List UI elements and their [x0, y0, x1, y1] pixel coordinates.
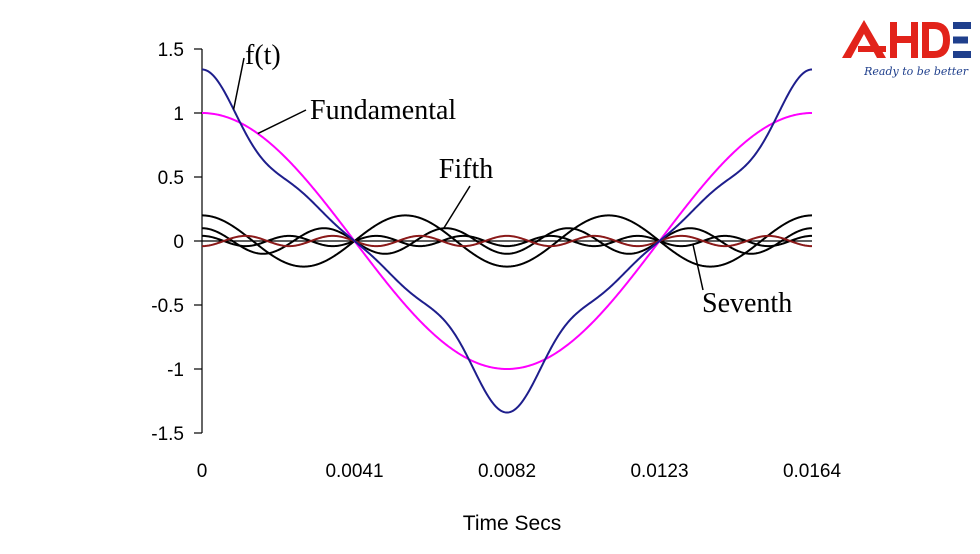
logo-d-shape	[922, 22, 950, 58]
annotation-leader	[692, 244, 704, 291]
annotation-leader	[443, 185, 471, 229]
y-tick-label: -0.5	[151, 296, 184, 317]
fundamental-line	[201, 112, 813, 371]
annotation-label: f(t)	[245, 40, 281, 71]
logo-e-stripe	[953, 22, 971, 29]
logo-a-bar	[858, 46, 886, 52]
y-tick-label: 1	[173, 104, 184, 125]
annotation-label: Fundamental	[310, 95, 456, 126]
annotation-label: Seventh	[702, 288, 792, 319]
y-tick-label: 0.5	[158, 168, 184, 189]
x-tick-label: 0.0082	[478, 461, 536, 482]
annotation-leader	[232, 57, 245, 110]
annotation-label: Fifth	[439, 154, 493, 185]
x-tick-label: 0.0164	[783, 461, 842, 482]
ahde-logo: Ready to be better	[842, 20, 971, 78]
seventh-line	[201, 234, 813, 248]
annotations: f(t) Fundamental Fifth Seventh	[232, 40, 792, 319]
x-tick-label: 0	[197, 461, 208, 482]
x-tick-label: 0.0123	[630, 461, 688, 482]
harmonic-3-line	[201, 214, 813, 268]
y-tick-label: 0	[173, 232, 184, 253]
logo-e-stripe	[953, 51, 971, 58]
x-tick-label: 0.0041	[325, 461, 383, 482]
f-t-line	[201, 68, 813, 414]
logo-h-shape	[890, 22, 918, 58]
logo-a-shape	[842, 20, 886, 58]
y-tick-label: -1	[167, 360, 184, 381]
series-lines	[201, 68, 813, 414]
y-tick-label: 1.5	[158, 40, 184, 61]
y-tick-label: -1.5	[151, 424, 184, 445]
x-axis-title: Time Secs	[463, 512, 561, 535]
axes: 1.5 1 0.5 0 -0.5 -1 -1.5 0 0.0041 0.0082 0.0123 0.0…	[151, 40, 841, 482]
logo-tagline: Ready to be better	[863, 65, 969, 78]
logo-e-stripe	[953, 36, 968, 44]
annotation-leader	[257, 109, 307, 135]
harmonic-7-line	[201, 234, 813, 248]
fifth-line	[201, 227, 813, 255]
